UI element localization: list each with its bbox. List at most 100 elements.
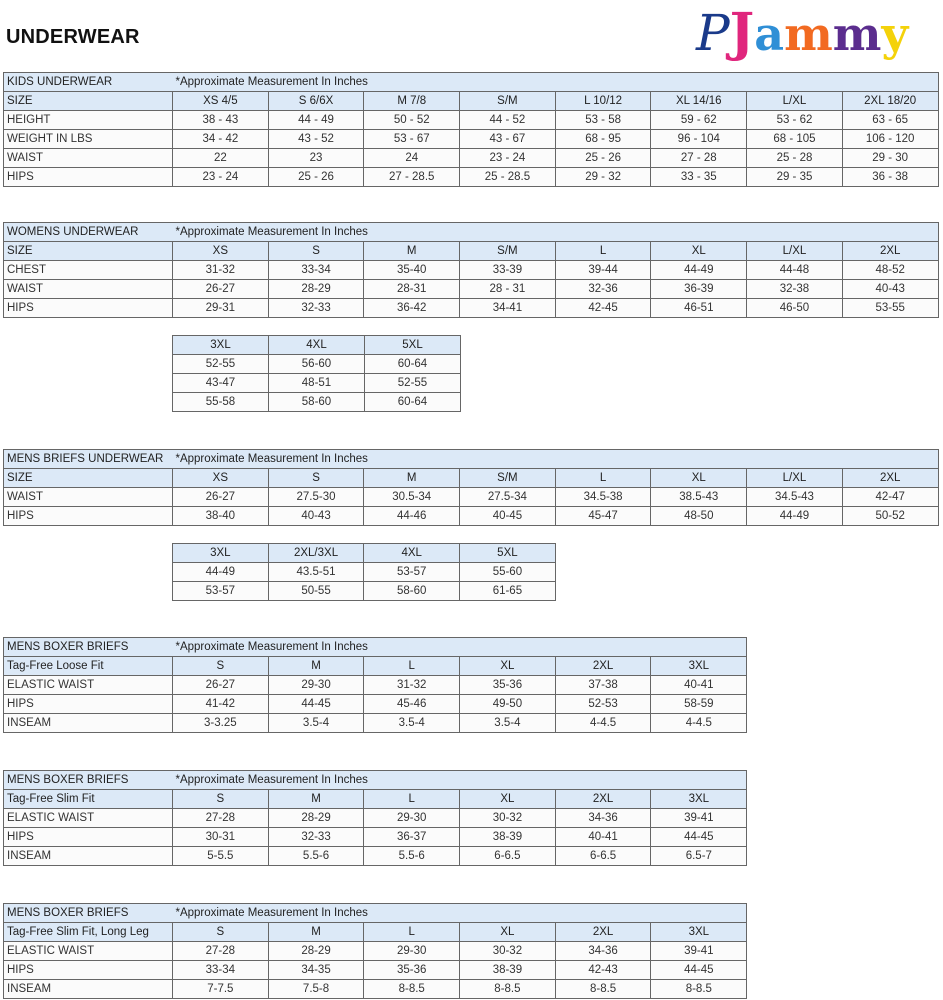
measurement-value: 52-53 (554, 694, 652, 714)
table-header-row: Tag-Free Slim Fit S M L XL 2XL 3XL (3, 789, 748, 809)
page-title: UNDERWEAR (6, 26, 140, 48)
measurement-value: 44-45 (267, 694, 365, 714)
measurement-value: 44-49 (650, 260, 748, 280)
measurement-value: 44-49 (172, 562, 269, 582)
measurement-value: 26-27 (172, 487, 269, 507)
size-column-header: 3XL (172, 335, 269, 355)
measurement-value: 40-45 (459, 506, 556, 526)
measurement-value: 27-28 (172, 941, 269, 961)
measurement-value: 53 - 58 (554, 110, 652, 130)
measurement-value: 46-51 (650, 298, 748, 318)
measurement-value: 106 - 120 (841, 129, 939, 149)
brand-logo: PJammy (696, 0, 908, 69)
measurement-value: 59 - 62 (650, 110, 748, 130)
size-column-header: S (267, 241, 365, 261)
size-column-header: XS (172, 241, 269, 261)
size-column-header: 3XL (172, 543, 269, 563)
measurement-value: 29-30 (363, 808, 461, 828)
measurement-value: 3.5-4 (363, 713, 461, 733)
measurement-value: 50-52 (841, 506, 939, 526)
logo-letter: a (754, 7, 785, 61)
size-column-header: XL (459, 789, 556, 809)
measurement-value: 7.5-8 (267, 979, 365, 999)
table-row: HIPS 33-34 34-35 35-36 38-39 42-43 44-45 (3, 960, 748, 980)
measurement-value: 30-32 (459, 808, 556, 828)
womens-underwear-table: WOMENS UNDERWEAR *Approximate Measurement… (3, 222, 939, 318)
measurement-value: 38-39 (459, 960, 556, 980)
measurement-value: 43-47 (172, 373, 269, 393)
measurement-value: 7-7.5 (172, 979, 269, 999)
size-column-header: XL (650, 241, 748, 261)
table-row: ELASTIC WAIST 27-28 28-29 29-30 30-32 34-36 39… (3, 808, 748, 828)
measurement-value: 39-44 (554, 260, 652, 280)
size-column-header: L 10/12 (554, 91, 652, 111)
measurement-value: 60-64 (364, 354, 461, 374)
table-row: INSEAM 3-3.25 3.5-4 3.5-4 3.5-4 4-4.5 4-4.5 (3, 713, 748, 733)
measurement-value: 25 - 28.5 (459, 167, 556, 187)
measurement-value: 36 - 38 (841, 167, 939, 187)
size-column-header: M (267, 789, 365, 809)
size-column-header: 2XL (554, 922, 652, 942)
size-column-header: 2XL 18/20 (841, 91, 939, 111)
measurement-value: 35-40 (363, 260, 461, 280)
size-column-header: 3XL (650, 789, 748, 809)
measurement-value: 43 - 52 (267, 129, 365, 149)
mens-boxer-briefs-slim-fit-long-leg-table: MENS BOXER BRIEFS *Approximate Measuremen… (3, 903, 748, 999)
measurement-value: 33-34 (267, 260, 365, 280)
measurement-label: HIPS (3, 960, 173, 980)
measurement-value: 40-43 (267, 506, 365, 526)
measurement-value: 31-32 (172, 260, 269, 280)
measurement-value: 27.5-30 (267, 487, 365, 507)
measurement-label: ELASTIC WAIST (3, 675, 173, 695)
measurement-value: 44-45 (650, 827, 748, 847)
logo-letter: m (832, 7, 882, 61)
measurement-value: 55-58 (172, 392, 269, 412)
table-row: CHEST 31-32 33-34 35-40 33-39 39-44 44-49 44-48… (3, 260, 939, 280)
measurement-value: 3.5-4 (459, 713, 556, 733)
table-row: WAIST 26-27 27.5-30 30.5-34 27.5-34 34.5-38 38… (3, 487, 939, 507)
measurement-note: *Approximate Measurement In Inches (172, 770, 748, 790)
measurement-value: 38-40 (172, 506, 269, 526)
table-row: WAIST 22 23 24 23 - 24 25 - 26 27 - 28 25 - 28 2… (3, 148, 939, 168)
table-header-row: SIZE XS 4/5 S 6/6X M 7/8 S/M L 10/12 XL 14/16 L… (3, 91, 939, 111)
size-column-header: 2XL/3XL (267, 543, 365, 563)
row-header-label: SIZE (3, 468, 173, 488)
measurement-value: 30-31 (172, 827, 269, 847)
size-column-header: M (267, 656, 365, 676)
measurement-value: 28 - 31 (459, 279, 556, 299)
measurement-value: 52-55 (172, 354, 269, 374)
size-column-header: XL 14/16 (650, 91, 748, 111)
measurement-value: 40-41 (554, 827, 652, 847)
measurement-value: 49-50 (459, 694, 556, 714)
measurement-label: HIPS (3, 506, 173, 526)
size-column-header: XL (650, 468, 748, 488)
table-header-row: SIZE XS S M S/M L XL L/XL 2XL (3, 241, 939, 261)
logo-letter: J (729, 2, 755, 63)
measurement-label: CHEST (3, 260, 173, 280)
measurement-note: *Approximate Measurement In Inches (172, 637, 748, 657)
measurement-note: *Approximate Measurement In Inches (172, 449, 939, 469)
measurement-value: 68 - 105 (746, 129, 843, 149)
row-header-label: Tag-Free Loose Fit (3, 656, 173, 676)
measurement-value: 53-55 (841, 298, 939, 318)
table-row: 44-49 43.5-51 53-57 55-60 (172, 562, 556, 582)
measurement-value: 34.5-38 (554, 487, 652, 507)
table-caption-row: MENS BRIEFS UNDERWEAR *Approximate Measur… (3, 449, 939, 469)
table-row: HIPS 23 - 24 25 - 26 27 - 28.5 25 - 28.5 29 -… (3, 167, 939, 187)
measurement-value: 29-31 (172, 298, 269, 318)
measurement-value: 32-36 (554, 279, 652, 299)
table-caption-row: MENS BOXER BRIEFS *Approximate Measuremen… (3, 903, 748, 923)
measurement-value: 33-39 (459, 260, 556, 280)
size-column-header: S (172, 656, 269, 676)
measurement-value: 58-60 (363, 581, 461, 601)
mens-briefs-extended-table: 3XL 2XL/3XL 4XL 5XL 44-49 43.5-51 53-57 55-60 53… (172, 543, 556, 601)
measurement-value: 45-46 (363, 694, 461, 714)
measurement-value: 42-45 (554, 298, 652, 318)
measurement-value: 60-64 (364, 392, 461, 412)
measurement-value: 26-27 (172, 279, 269, 299)
measurement-value: 23 - 24 (172, 167, 269, 187)
measurement-label: INSEAM (3, 846, 173, 866)
table-row: INSEAM 5-5.5 5.5-6 5.5-6 6-6.5 6-6.5 6.5-7 (3, 846, 748, 866)
measurement-value: 34-41 (459, 298, 556, 318)
measurement-value: 34 - 42 (172, 129, 269, 149)
